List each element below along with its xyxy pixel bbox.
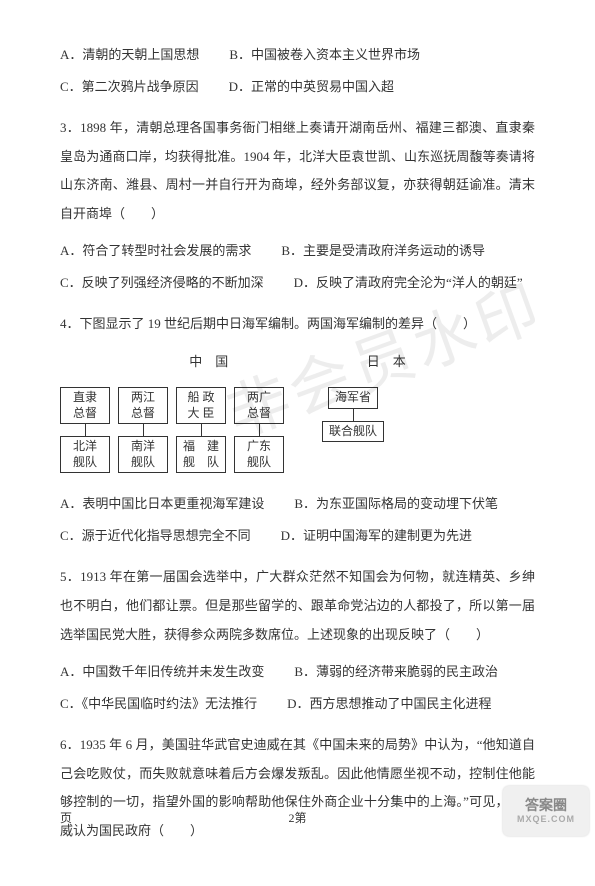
q3-option-d: D．反映了清政府完全沦为“洋人的朝廷” — [294, 270, 523, 296]
q5-option-d: D．西方思想推动了中国民主化进程 — [287, 691, 491, 717]
q3-option-a: A．符合了转型时社会发展的需求 — [60, 238, 251, 264]
page-container: 非会员水印 A．清朝的天朝上国思想 B．中国被卷入资本主义世界市场 C．第二次鸦… — [0, 0, 595, 886]
q5-options-row1: A．中国数千年旧传统并未发生改变 B．薄弱的经济带来脆弱的民主政治 — [60, 659, 535, 685]
brand-name: 答案圈 — [525, 796, 567, 814]
cn-box-zhili: 直隶 总督 — [60, 387, 110, 424]
q2-option-d: D．正常的中英贸易中国入超 — [229, 74, 394, 100]
q5-option-c: C．《中华民国临时约法》无法推行 — [60, 691, 257, 717]
page-footer: 页 2第 — [60, 806, 535, 830]
q4-option-c: C．源于近代化指导思想完全不同 — [60, 523, 251, 549]
jp-col: 海军省 联合舰队 — [322, 387, 384, 473]
q4-option-b: B．为东亚国际格局的变动埋下伏笔 — [294, 491, 498, 517]
q3-option-b: B．主要是受清政府洋务运动的诱导 — [281, 238, 485, 264]
cn-box-fujian: 福 建 舰 队 — [176, 436, 226, 473]
q5-stem: 5．1913 年在第一届国会选举中，广大群众茫然不知国会为何物，就连精英、乡绅也… — [60, 563, 535, 649]
q2-options-row2: C．第二次鸦片战争原因 D．正常的中英贸易中国入超 — [60, 74, 535, 100]
q4-diagram: 直隶 总督 北洋 舰队 两江 总督 南洋 舰队 船 政 大 臣 福 建 舰 队 … — [60, 387, 535, 473]
diagram-connector — [353, 409, 354, 421]
diagram-connector — [259, 424, 260, 436]
cn-col-2: 两江 总督 南洋 舰队 — [118, 387, 168, 473]
diagram-connector — [143, 424, 144, 436]
cn-col-1: 直隶 总督 北洋 舰队 — [60, 387, 110, 473]
cn-box-beiyang: 北洋 舰队 — [60, 436, 110, 473]
q4-label-jp: 日 本 — [367, 349, 406, 375]
q3-stem: 3．1898 年，清朝总理各国事务衙门相继上奏请开湖南岳州、福建三都澳、直隶秦皇… — [60, 114, 535, 228]
cn-box-guangdong: 广东 舰队 — [234, 436, 284, 473]
q4-label-cn: 中 国 — [189, 349, 228, 375]
q2-option-c: C．第二次鸦片战争原因 — [60, 74, 199, 100]
q5-option-b: B．薄弱的经济带来脆弱的民主政治 — [294, 659, 498, 685]
q3-option-c: C．反映了列强经济侵略的不断加深 — [60, 270, 264, 296]
footer-center: 2第 — [288, 806, 306, 830]
q4-option-d: D．证明中国海军的建制更为先进 — [281, 523, 472, 549]
brand-domain: MXQE.COM — [517, 814, 575, 826]
q2-options-row1: A．清朝的天朝上国思想 B．中国被卷入资本主义世界市场 — [60, 42, 535, 68]
jp-box-combined-fleet: 联合舰队 — [322, 421, 384, 443]
q4-diagram-titles: 中 国 日 本 — [60, 349, 535, 375]
cn-box-liangguang: 两广 总督 — [234, 387, 284, 424]
jp-box-navy-ministry: 海军省 — [328, 387, 378, 409]
cn-box-liangjiang: 两江 总督 — [118, 387, 168, 424]
q4-stem: 4．下图显示了 19 世纪后期中日海军编制。两国海军编制的差异（ ） — [60, 310, 535, 339]
q4-options-row1: A．表明中国比日本更重视海军建设 B．为东亚国际格局的变动埋下伏笔 — [60, 491, 535, 517]
footer-left: 页 — [60, 811, 72, 825]
cn-col-4: 两广 总督 广东 舰队 — [234, 387, 284, 473]
q5-option-a: A．中国数千年旧传统并未发生改变 — [60, 659, 264, 685]
q3-options-row1: A．符合了转型时社会发展的需求 B．主要是受清政府洋务运动的诱导 — [60, 238, 535, 264]
cn-col-3: 船 政 大 臣 福 建 舰 队 — [176, 387, 226, 473]
q4-options-row2: C．源于近代化指导思想完全不同 D．证明中国海军的建制更为先进 — [60, 523, 535, 549]
brand-logo: 答案圈 MXQE.COM — [503, 786, 589, 836]
q2-option-b: B．中国被卷入资本主义世界市场 — [229, 42, 420, 68]
q5-options-row2: C．《中华民国临时约法》无法推行 D．西方思想推动了中国民主化进程 — [60, 691, 535, 717]
q3-options-row2: C．反映了列强经济侵略的不断加深 D．反映了清政府完全沦为“洋人的朝廷” — [60, 270, 535, 296]
q4-option-a: A．表明中国比日本更重视海军建设 — [60, 491, 264, 517]
diagram-connector — [85, 424, 86, 436]
diagram-connector — [201, 424, 202, 436]
q2-option-a: A．清朝的天朝上国思想 — [60, 42, 199, 68]
cn-box-nanyang: 南洋 舰队 — [118, 436, 168, 473]
cn-box-chuanzheng: 船 政 大 臣 — [176, 387, 226, 424]
